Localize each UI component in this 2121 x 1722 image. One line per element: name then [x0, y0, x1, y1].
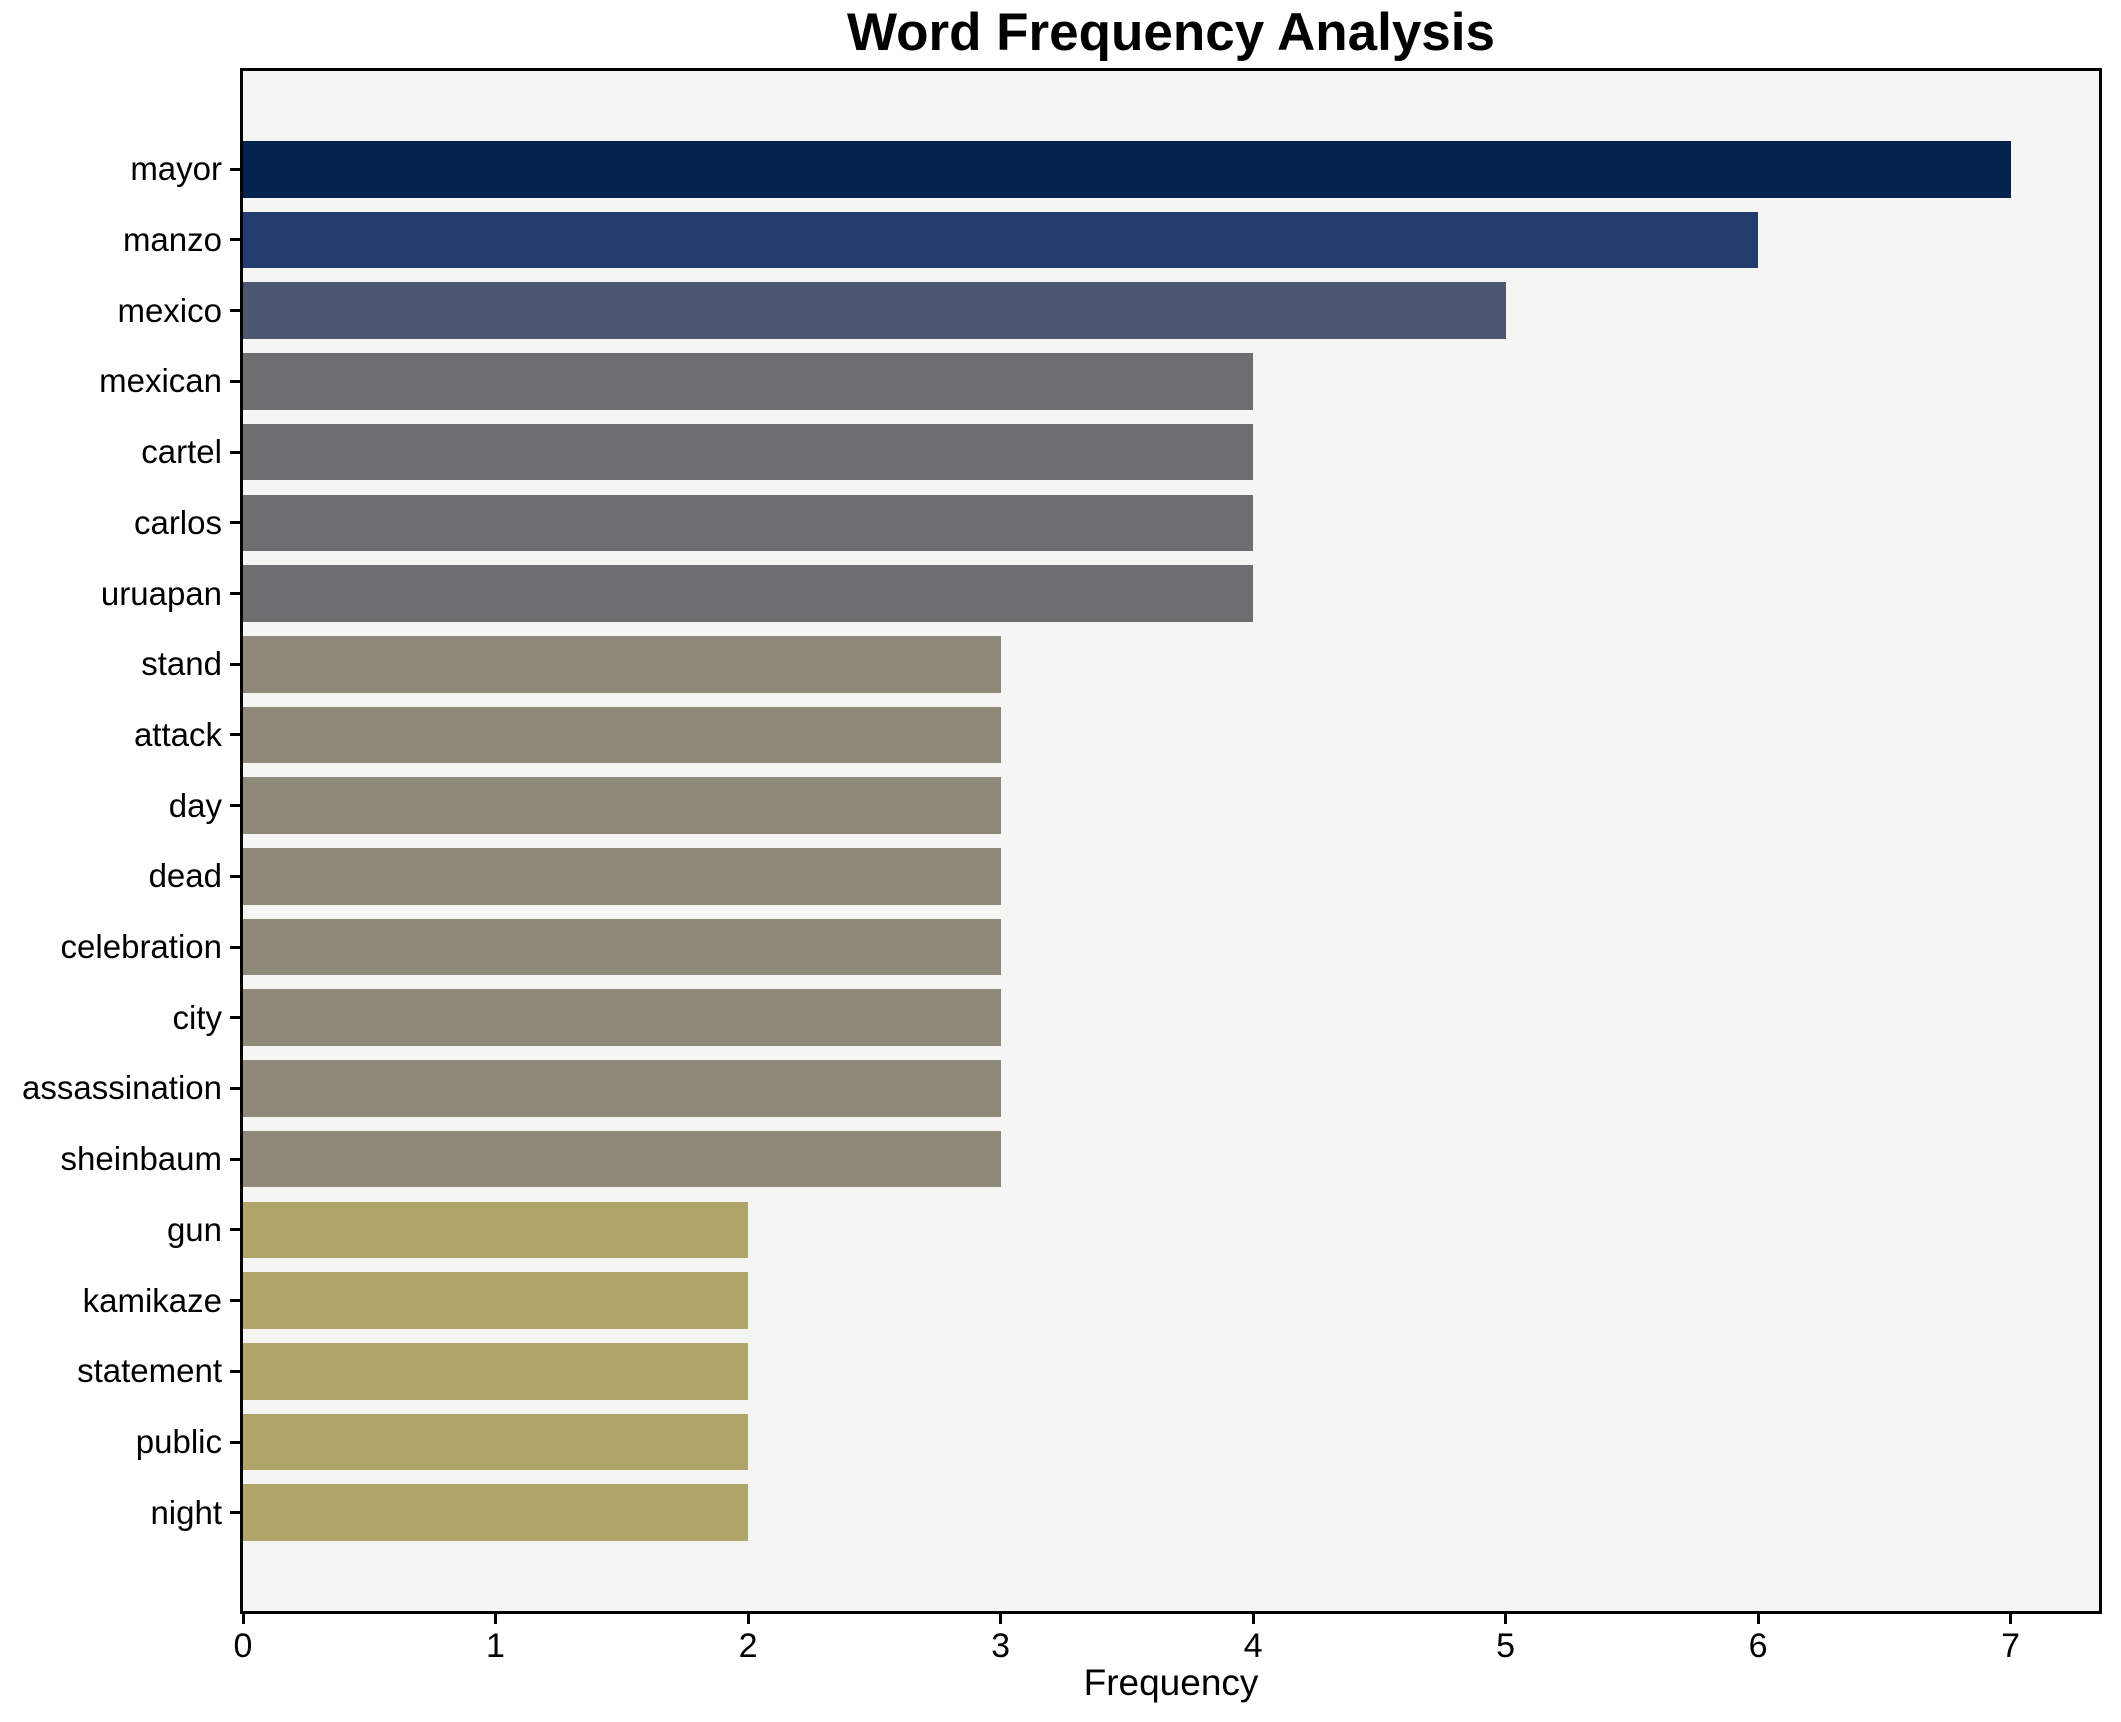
y-tick-mark: [230, 379, 240, 383]
y-tick-mark: [230, 1228, 240, 1232]
bar-night: [243, 1484, 749, 1541]
bar-attack: [243, 706, 1001, 764]
y-tick-mark: [230, 874, 240, 878]
x-tick-label-0: 0: [233, 1627, 253, 1665]
bar-city: [243, 989, 1001, 1047]
y-tick-label-cartel: cartel: [141, 433, 222, 471]
y-tick-mark: [230, 662, 240, 666]
y-tick-label-mexico: mexico: [117, 291, 222, 329]
y-tick-mark: [230, 1369, 240, 1373]
y-tick-label-public: public: [135, 1423, 222, 1460]
x-tick-label-7: 7: [2001, 1627, 2021, 1665]
y-tick-label-celebration: celebration: [60, 928, 222, 966]
y-tick-label-carlos: carlos: [133, 503, 222, 541]
y-tick-label-dead: dead: [148, 857, 222, 895]
bar-mexican: [243, 353, 1254, 410]
x-tick-label-1: 1: [486, 1627, 505, 1665]
x-tick-mark: [746, 1613, 750, 1624]
x-tick-label-6: 6: [1748, 1627, 1768, 1665]
bar-day: [243, 777, 1001, 834]
bar-uruapan: [243, 565, 1254, 622]
y-tick-label-uruapan: uruapan: [100, 574, 222, 612]
y-tick-label-sheinbaum: sheinbaum: [60, 1140, 222, 1178]
bar-manzo: [243, 211, 1759, 269]
y-tick-mark: [230, 945, 240, 949]
y-tick-label-day: day: [168, 786, 222, 824]
x-tick-mark: [1756, 1613, 1760, 1624]
x-tick-mark: [1504, 1613, 1508, 1624]
chart-title: Word Frequency Analysis: [847, 3, 1495, 62]
bar-kamikaze: [243, 1272, 749, 1329]
y-tick-label-statement: statement: [77, 1352, 222, 1390]
plot-area: [240, 68, 2102, 1614]
bar-assassination: [243, 1060, 1001, 1117]
y-tick-label-gun: gun: [166, 1210, 222, 1248]
y-tick-label-manzo: manzo: [122, 220, 222, 258]
bar-cartel: [243, 423, 1254, 481]
bar-gun: [243, 1201, 749, 1259]
bar-stand: [243, 635, 1001, 693]
x-tick-label-4: 4: [1243, 1627, 1263, 1665]
y-tick-label-stand: stand: [141, 645, 222, 683]
x-tick-mark: [241, 1613, 245, 1624]
y-tick-label-attack: attack: [133, 715, 222, 753]
y-tick-label-city: city: [172, 998, 223, 1036]
y-tick-mark: [230, 1016, 240, 1020]
x-tick-label-2: 2: [738, 1627, 758, 1665]
y-tick-mark: [230, 450, 240, 454]
y-tick-mark: [230, 733, 240, 737]
x-axis-label: Frequency: [1083, 1662, 1259, 1703]
y-tick-mark: [230, 1086, 240, 1090]
bar-celebration: [243, 918, 1001, 976]
x-tick-mark: [1251, 1613, 1255, 1624]
bar-mexico: [243, 282, 1506, 339]
y-tick-label-mayor: mayor: [130, 150, 222, 188]
y-tick-mark: [230, 1511, 240, 1515]
y-tick-label-mexican: mexican: [99, 362, 222, 400]
y-tick-mark: [230, 592, 240, 596]
x-tick-label-3: 3: [991, 1627, 1010, 1665]
bar-mayor: [243, 141, 2011, 198]
y-tick-label-kamikaze: kamikaze: [82, 1281, 222, 1319]
y-tick-mark: [230, 1157, 240, 1161]
x-tick-mark: [999, 1613, 1003, 1624]
bar-sheinbaum: [243, 1130, 1001, 1188]
y-tick-mark: [230, 309, 240, 313]
y-tick-mark: [230, 804, 240, 808]
y-tick-mark: [230, 1440, 240, 1444]
x-tick-mark: [2009, 1613, 2013, 1624]
y-tick-mark: [230, 521, 240, 525]
x-tick-mark: [494, 1613, 498, 1624]
y-tick-label-night: night: [150, 1493, 222, 1531]
bar-carlos: [243, 494, 1254, 552]
y-tick-label-assassination: assassination: [22, 1069, 222, 1107]
x-tick-label-5: 5: [1496, 1627, 1516, 1665]
bar-statement: [243, 1343, 749, 1400]
bar-public: [243, 1413, 749, 1471]
bar-dead: [243, 848, 1001, 905]
y-tick-mark: [230, 167, 240, 171]
y-tick-mark: [230, 238, 240, 242]
y-tick-mark: [230, 1299, 240, 1303]
